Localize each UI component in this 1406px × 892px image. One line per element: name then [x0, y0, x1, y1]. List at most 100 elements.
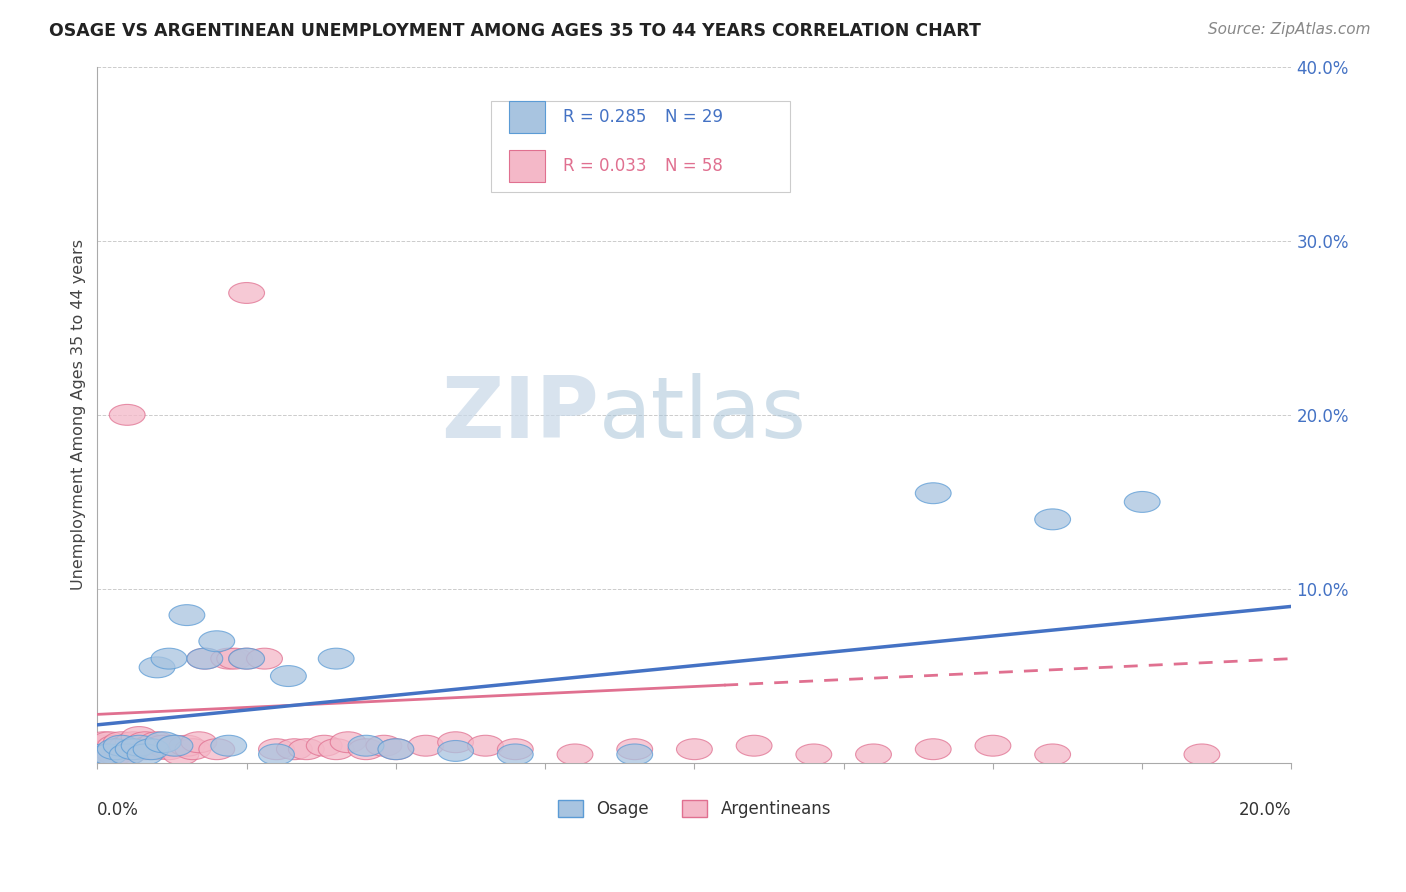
Ellipse shape [97, 744, 134, 764]
Text: Source: ZipAtlas.com: Source: ZipAtlas.com [1208, 22, 1371, 37]
Ellipse shape [181, 731, 217, 753]
Ellipse shape [1184, 744, 1220, 764]
Ellipse shape [468, 735, 503, 756]
Ellipse shape [498, 739, 533, 760]
Ellipse shape [134, 739, 169, 760]
Ellipse shape [157, 735, 193, 756]
Ellipse shape [330, 731, 366, 753]
Ellipse shape [127, 739, 163, 760]
Text: OSAGE VS ARGENTINEAN UNEMPLOYMENT AMONG AGES 35 TO 44 YEARS CORRELATION CHART: OSAGE VS ARGENTINEAN UNEMPLOYMENT AMONG … [49, 22, 981, 40]
Ellipse shape [557, 744, 593, 764]
Ellipse shape [157, 735, 193, 756]
Ellipse shape [169, 605, 205, 625]
Text: R = 0.033: R = 0.033 [562, 157, 647, 175]
Ellipse shape [169, 735, 205, 756]
Ellipse shape [307, 735, 342, 756]
Ellipse shape [737, 735, 772, 756]
Ellipse shape [1035, 744, 1070, 764]
Text: ZIP: ZIP [441, 374, 599, 457]
Text: N = 29: N = 29 [665, 108, 723, 126]
Text: N = 58: N = 58 [665, 157, 723, 175]
Ellipse shape [86, 735, 121, 756]
Ellipse shape [211, 735, 246, 756]
Ellipse shape [103, 731, 139, 753]
Ellipse shape [103, 735, 139, 756]
Ellipse shape [139, 657, 174, 678]
Ellipse shape [97, 735, 134, 756]
Ellipse shape [288, 739, 325, 760]
Ellipse shape [121, 727, 157, 747]
Ellipse shape [974, 735, 1011, 756]
Ellipse shape [211, 648, 246, 669]
Ellipse shape [349, 735, 384, 756]
Ellipse shape [121, 735, 157, 756]
Legend: Osage, Argentineans: Osage, Argentineans [551, 793, 838, 824]
Ellipse shape [150, 648, 187, 669]
Ellipse shape [91, 731, 127, 753]
Ellipse shape [229, 648, 264, 669]
Ellipse shape [915, 483, 950, 504]
Ellipse shape [145, 731, 181, 753]
Ellipse shape [91, 744, 127, 764]
Ellipse shape [229, 648, 264, 669]
Ellipse shape [91, 744, 127, 764]
Ellipse shape [86, 739, 121, 760]
Ellipse shape [259, 744, 294, 764]
Text: R = 0.285: R = 0.285 [562, 108, 647, 126]
Ellipse shape [408, 735, 444, 756]
Ellipse shape [318, 648, 354, 669]
FancyBboxPatch shape [509, 150, 546, 182]
Ellipse shape [349, 739, 384, 760]
Ellipse shape [134, 735, 169, 756]
Ellipse shape [1125, 491, 1160, 512]
Ellipse shape [86, 744, 121, 764]
Ellipse shape [115, 739, 150, 760]
Ellipse shape [187, 648, 222, 669]
Ellipse shape [498, 744, 533, 764]
Ellipse shape [437, 740, 474, 762]
Ellipse shape [378, 739, 413, 760]
Ellipse shape [115, 731, 150, 753]
Ellipse shape [110, 735, 145, 756]
Ellipse shape [1035, 509, 1070, 530]
Ellipse shape [246, 648, 283, 669]
Ellipse shape [150, 739, 187, 760]
Ellipse shape [378, 739, 413, 760]
FancyBboxPatch shape [509, 102, 546, 133]
Ellipse shape [198, 631, 235, 652]
Ellipse shape [97, 739, 134, 760]
Ellipse shape [229, 283, 264, 303]
Ellipse shape [198, 739, 235, 760]
Ellipse shape [856, 744, 891, 764]
Ellipse shape [103, 739, 139, 760]
Ellipse shape [676, 739, 713, 760]
Ellipse shape [110, 404, 145, 425]
Ellipse shape [86, 731, 121, 753]
Ellipse shape [796, 744, 832, 764]
Y-axis label: Unemployment Among Ages 35 to 44 years: Unemployment Among Ages 35 to 44 years [72, 239, 86, 591]
Ellipse shape [318, 739, 354, 760]
Ellipse shape [91, 739, 127, 760]
Ellipse shape [121, 735, 157, 756]
Ellipse shape [270, 665, 307, 687]
Ellipse shape [617, 739, 652, 760]
Ellipse shape [145, 735, 181, 756]
Ellipse shape [139, 731, 174, 753]
Ellipse shape [127, 744, 163, 764]
Ellipse shape [110, 744, 145, 764]
Ellipse shape [86, 744, 121, 764]
Ellipse shape [187, 648, 222, 669]
FancyBboxPatch shape [492, 102, 790, 192]
Ellipse shape [163, 744, 198, 764]
Ellipse shape [617, 744, 652, 764]
Ellipse shape [277, 739, 312, 760]
Text: atlas: atlas [599, 374, 807, 457]
Text: 0.0%: 0.0% [97, 801, 139, 820]
Ellipse shape [366, 735, 402, 756]
Ellipse shape [110, 744, 145, 764]
Ellipse shape [174, 739, 211, 760]
Ellipse shape [259, 739, 294, 760]
Text: 20.0%: 20.0% [1239, 801, 1292, 820]
Ellipse shape [915, 739, 950, 760]
Ellipse shape [139, 739, 174, 760]
